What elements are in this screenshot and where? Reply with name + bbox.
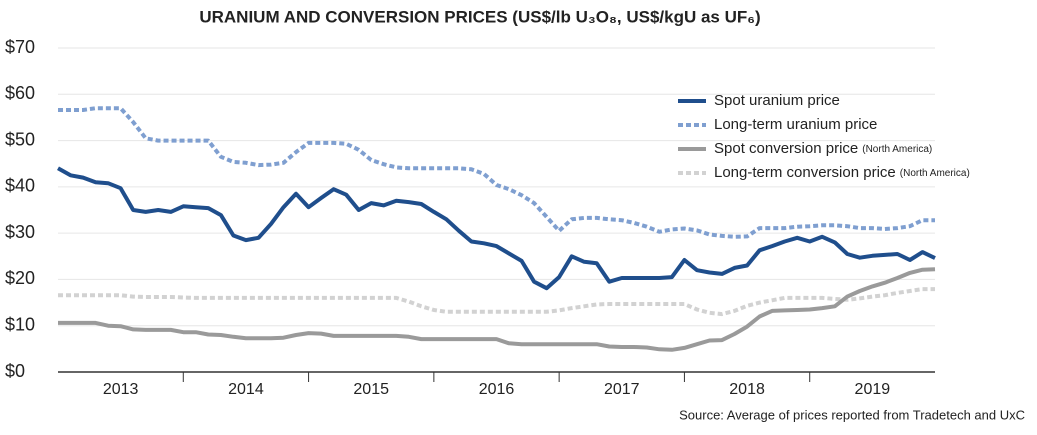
- y-tick-label: $70: [5, 37, 35, 57]
- x-tick-label: 2013: [103, 381, 139, 398]
- x-tick-label: 2018: [729, 381, 765, 398]
- y-tick-label: $40: [5, 176, 35, 196]
- y-tick-label: $60: [5, 83, 35, 103]
- y-tick-label: $0: [5, 361, 25, 381]
- y-tick-label: $10: [5, 314, 35, 334]
- legend-label: Long-term uranium price: [714, 116, 877, 133]
- series-line: [58, 267, 936, 352]
- chart-title: URANIUM AND CONVERSION PRICES (US$/lb U₃…: [199, 7, 760, 26]
- y-tick-label: $20: [5, 268, 35, 288]
- legend-note: (North America): [900, 168, 970, 179]
- y-tick-label: $50: [5, 129, 35, 149]
- legend-name: Long-term uranium price: [714, 116, 877, 133]
- series-line: [58, 287, 935, 317]
- x-tick-label: 2015: [353, 381, 389, 398]
- legend-note: (North America): [862, 144, 932, 155]
- legend-label: Long-term conversion price (North America…: [714, 164, 970, 181]
- legend-label: Spot uranium price: [714, 92, 840, 109]
- series-line: [58, 106, 935, 239]
- x-tick-label: 2016: [479, 381, 515, 398]
- y-tick-label: $30: [5, 222, 35, 242]
- series-line: [57, 166, 936, 291]
- legend-name: Spot conversion price: [714, 140, 858, 157]
- x-tick-label: 2019: [855, 381, 891, 398]
- legend-name: Long-term conversion price: [714, 164, 896, 181]
- source-note: Source: Average of prices reported from …: [679, 407, 1025, 422]
- legend-label: Spot conversion price (North America): [714, 140, 932, 157]
- x-tick-label: 2017: [604, 381, 640, 398]
- legend-name: Spot uranium price: [714, 92, 840, 109]
- x-tick-label: 2014: [228, 381, 264, 398]
